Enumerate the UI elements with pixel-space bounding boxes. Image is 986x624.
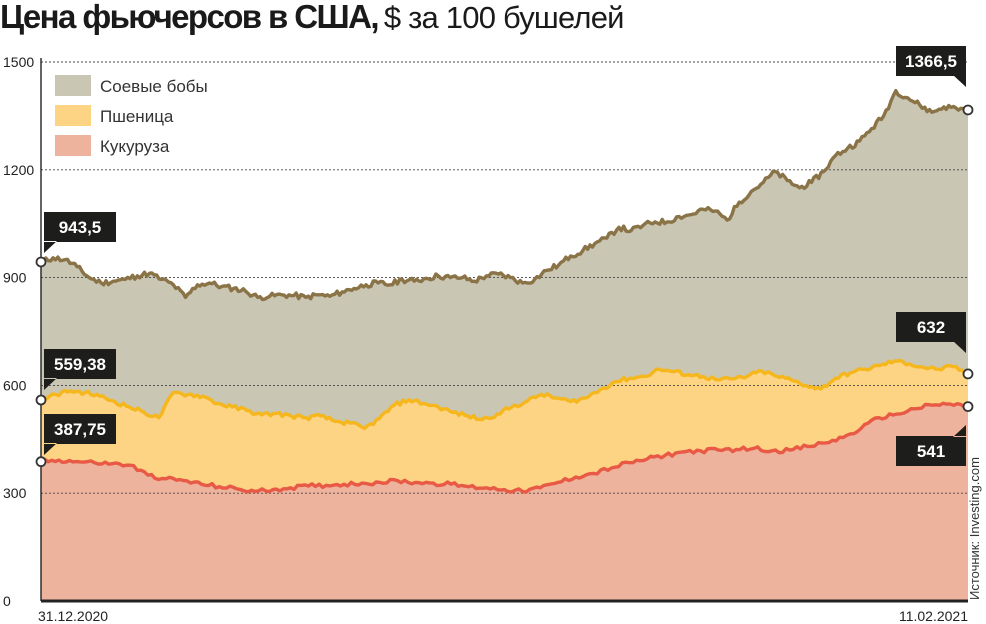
callout-corn-end-box (896, 425, 966, 466)
callout-soy-end-box (896, 46, 966, 87)
chart-axes: 0 300 600 900 1200 1500 31.12.2020 11.02.2021 (3, 54, 968, 624)
title-unit: $ за 100 бушелей (383, 0, 625, 35)
callout-soy-start-text: 943,5 (59, 218, 102, 237)
legend-label-пшеница: Пшеница (100, 107, 174, 126)
legend-label-соевые-бобы: Соевые бобы (100, 77, 208, 96)
legend-swatch-кукуруза (55, 135, 91, 156)
legend-label-кукуруза: Кукуруза (100, 137, 170, 156)
title-main: Цена фьючерсов в США, (0, 0, 379, 35)
x-label-end: 11.02.2021 (899, 608, 968, 624)
callout-corn-start-box (44, 414, 116, 455)
chart-legend: Соевые бобы Пшеница Кукуруза (55, 75, 208, 156)
callout-wheat-start-text: 559,38 (54, 355, 106, 374)
chart-callouts: 943,5 559,38 387,75 1366,5 632 541 (35, 46, 974, 468)
y-tick-label: 1200 (3, 162, 34, 178)
callout-soy-end-text: 1366,5 (905, 52, 957, 71)
y-tick-label: 600 (3, 377, 27, 393)
callout-corn-end-text: 541 (917, 442, 945, 461)
marker-wheat-start (35, 394, 47, 406)
callout-corn-start-text: 387,75 (54, 420, 106, 439)
legend-swatch-пшеница (55, 105, 91, 126)
callout-wheat-end-box (896, 312, 966, 353)
marker-corn-start (35, 456, 47, 468)
line-соевые-бобы (40, 89, 970, 302)
legend-swatch-соевые-бобы (55, 75, 91, 96)
y-tick-label: 300 (3, 485, 27, 501)
chart-areas (41, 90, 968, 601)
line-пшеница (39, 358, 969, 431)
chart-title: Цена фьючерсов в США, $ за 100 бушелей (0, 0, 624, 33)
y-tick-label: 900 (3, 270, 27, 286)
marker-corn-end (962, 401, 974, 413)
callout-wheat-end-text: 632 (917, 318, 945, 337)
marker-soy-end (962, 104, 974, 116)
marker-soy-start (35, 256, 47, 268)
callout-wheat-start-box (44, 349, 116, 390)
area-кукуруза (41, 403, 968, 601)
line-кукуруза (40, 401, 969, 494)
y-tick-label: 0 (3, 593, 11, 609)
marker-wheat-end (962, 368, 974, 380)
chart-gridlines (41, 61, 968, 494)
callout-soy-start-box (44, 212, 116, 253)
y-tick-label: 1500 (3, 54, 34, 70)
x-label-start: 31.12.2020 (38, 608, 108, 624)
source-credit: Источник: Investing.com (967, 457, 982, 600)
chart-series-lines (39, 89, 970, 494)
